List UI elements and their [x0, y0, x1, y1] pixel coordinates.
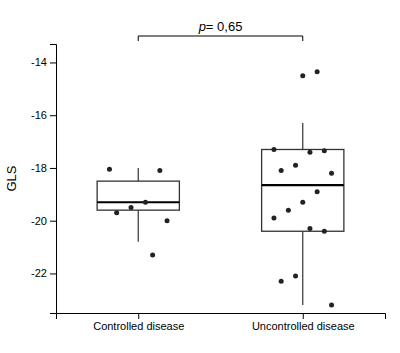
y-tick-mark	[50, 168, 56, 169]
data-point	[300, 73, 305, 78]
y-tick: -14	[31, 56, 56, 68]
y-tick: -20	[31, 215, 56, 227]
x-tick: Uncontrolled disease	[252, 313, 355, 332]
data-point	[107, 167, 112, 172]
data-point	[150, 252, 155, 257]
x-tick: Controlled disease	[93, 313, 184, 332]
box	[97, 181, 179, 210]
bracket-tick	[302, 36, 303, 41]
data-point	[307, 150, 312, 155]
data-point	[271, 216, 276, 221]
y-tick-mark	[50, 221, 56, 222]
box-group	[262, 69, 344, 307]
x-tick-label: Uncontrolled disease	[252, 320, 355, 332]
y-tick-label: -14	[31, 56, 47, 68]
whisker-high	[138, 168, 139, 181]
median	[262, 184, 344, 186]
data-point	[114, 210, 119, 215]
data-point	[293, 163, 298, 168]
data-point	[165, 218, 170, 223]
x-tick-mark	[138, 313, 139, 319]
data-point	[329, 303, 334, 308]
whisker-low	[138, 210, 139, 242]
y-axis-title: GLS	[4, 165, 19, 191]
y-tick-mark	[50, 115, 56, 116]
y-tick-label: -22	[31, 267, 47, 279]
y-tick-label: -18	[31, 162, 47, 174]
data-point	[157, 168, 162, 173]
y-tick-label: -16	[31, 109, 47, 121]
x-axis: Controlled disease Uncontrolled disease	[57, 313, 386, 332]
box	[262, 149, 344, 231]
marks	[97, 69, 344, 307]
data-point	[322, 229, 327, 234]
whisker-high	[302, 123, 303, 149]
data-point	[279, 168, 284, 173]
data-point	[293, 274, 298, 279]
plot: -14 -16 -18 -20 -22 Controlled disease Uncontr…	[31, 19, 385, 332]
data-point	[286, 208, 291, 213]
chart: -14 -16 -18 -20 -22 Controlled disease Uncontr…	[0, 0, 400, 353]
x-tick-label: Controlled disease	[93, 320, 184, 332]
data-point	[129, 205, 134, 210]
y-tick-mark	[50, 62, 56, 63]
data-point	[279, 279, 284, 284]
data-point	[143, 200, 148, 205]
data-point	[329, 171, 334, 176]
annotation: p= 0,65	[198, 19, 243, 34]
box-group	[97, 167, 179, 258]
y-tick: -22	[31, 267, 56, 279]
bracket-line	[138, 36, 303, 37]
significance-bracket	[138, 36, 303, 41]
data-point	[315, 69, 320, 74]
bracket-tick	[138, 36, 139, 41]
data-point	[322, 148, 327, 153]
y-tick: -16	[31, 109, 56, 121]
x-tick-mark	[303, 313, 304, 319]
y-tick: -18	[31, 162, 56, 174]
y-tick-mark	[50, 273, 56, 274]
y-axis-line	[50, 45, 57, 314]
x-axis-line	[57, 314, 386, 320]
data-point	[315, 189, 320, 194]
data-point	[307, 226, 312, 231]
annotation-part: = 0,65	[206, 19, 243, 34]
median	[97, 201, 179, 203]
annotation-part: p	[198, 19, 206, 34]
data-point	[300, 200, 305, 205]
data-point	[271, 147, 276, 152]
y-axis: -14 -16 -18 -20 -22	[31, 45, 56, 314]
y-tick-label: -20	[31, 215, 47, 227]
whisker-low	[302, 231, 303, 305]
